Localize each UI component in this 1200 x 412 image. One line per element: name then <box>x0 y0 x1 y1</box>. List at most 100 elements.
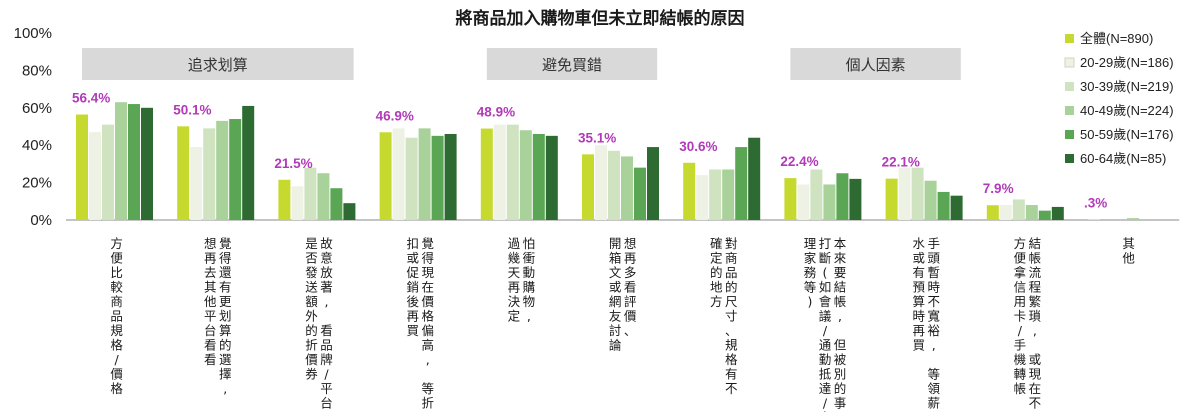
category-label-char: 有 <box>725 367 738 382</box>
category-label-char: 評 <box>624 294 637 309</box>
category-label-char: , <box>1033 323 1037 338</box>
category-label-char: 額 <box>305 294 318 309</box>
category-label-char: 等 <box>421 381 434 396</box>
bar <box>216 120 229 220</box>
category-label-char: 的 <box>834 381 847 396</box>
bar <box>595 145 607 220</box>
category-label-char: 台 <box>204 323 217 338</box>
category-label-char: 等 <box>927 367 940 382</box>
bar <box>532 133 545 220</box>
bar <box>1127 218 1139 220</box>
category-label-char: 定 <box>508 309 521 324</box>
category-label-char: 處 <box>819 410 832 412</box>
category-label-char: 繁 <box>1029 294 1042 309</box>
category-label-char: 算 <box>219 323 232 338</box>
bar <box>141 107 153 220</box>
bar <box>1051 206 1064 220</box>
category-label-char: 還 <box>219 265 232 280</box>
category-label-char: 品 <box>110 309 123 324</box>
category-label-char: 時 <box>912 309 925 324</box>
bar <box>937 191 950 220</box>
category-label-char: 但 <box>834 338 847 353</box>
category-label-char: 去 <box>204 265 217 280</box>
category-label-char: 再 <box>624 251 637 266</box>
category-label-char: 購 <box>523 280 536 295</box>
category-label-char: / <box>1018 323 1023 338</box>
bar <box>519 130 532 220</box>
category-label-char: 抵 <box>819 367 832 382</box>
data-label: 21.5% <box>274 156 312 171</box>
category-label-char: 的 <box>305 323 318 338</box>
bar <box>115 102 127 220</box>
bars <box>76 102 1139 220</box>
category-label-char: 結 <box>1029 236 1042 251</box>
category-label-char: 再 <box>204 251 217 266</box>
legend-label: 40-49歲(N=224) <box>1080 103 1174 118</box>
bar <box>748 137 761 220</box>
category-label-char: 理 <box>804 236 817 251</box>
category-label-char: 過 <box>508 236 521 251</box>
category-label-char: 放 <box>320 265 333 280</box>
category-label-char: 現 <box>421 265 434 280</box>
bar <box>480 128 493 220</box>
category-label-char: 拿 <box>1014 265 1027 280</box>
data-label: .3% <box>1084 195 1107 210</box>
category-label-char: , <box>527 309 531 324</box>
bar <box>986 205 999 220</box>
category-label-char: 方 <box>1014 236 1027 251</box>
data-label: 22.1% <box>882 155 920 170</box>
category-label-char: 議 <box>819 309 832 324</box>
category-label-char: 銷 <box>406 280 419 295</box>
bar <box>924 180 937 220</box>
category-label-char: 規 <box>725 338 738 353</box>
category-label-char: 尺 <box>725 294 738 309</box>
category-label-char: 決 <box>508 294 521 309</box>
category-label-char: 券 <box>305 367 318 382</box>
category-label-char: 薪 <box>927 396 940 411</box>
category-label-char: 看 <box>320 323 333 338</box>
category-label-char: 天 <box>508 265 521 280</box>
legend-label: 30-39歲(N=219) <box>1080 79 1174 94</box>
legend-label: 20-29歲(N=186) <box>1080 55 1174 70</box>
category-label-char: 他 <box>1122 251 1135 266</box>
bar <box>278 179 291 220</box>
category-label-char: , <box>838 309 842 324</box>
group-header-label: 追求划算 <box>188 56 248 74</box>
category-label-char: 發 <box>305 265 318 280</box>
category-label-char: 勤 <box>819 352 832 367</box>
category-label-char: 想 <box>624 236 637 251</box>
category-label-char: 高 <box>421 338 434 353</box>
bar <box>229 119 242 220</box>
bar <box>545 135 558 220</box>
category-label-char: 格 <box>725 352 738 367</box>
bar <box>911 167 924 220</box>
bar <box>89 132 101 220</box>
category-label-char: 牌 <box>320 352 333 367</box>
data-label: 46.9% <box>376 108 414 123</box>
bar <box>608 150 620 220</box>
data-label: 22.4% <box>780 154 818 169</box>
category-label-char: 其 <box>1122 236 1135 251</box>
category-label-char: 買 <box>406 323 419 338</box>
category-label-char: 規 <box>110 323 123 338</box>
category-label-char: 在 <box>421 280 434 295</box>
data-label: 7.9% <box>983 181 1014 196</box>
category-label-char: 著 <box>320 280 333 295</box>
bar <box>1038 210 1051 220</box>
bar <box>696 175 709 220</box>
category-label-char: 或 <box>1029 352 1042 367</box>
legend-swatch <box>1064 57 1075 68</box>
bar <box>1088 219 1100 220</box>
category-label-char: 被 <box>834 352 847 367</box>
bar <box>1012 199 1025 220</box>
bar <box>343 203 356 220</box>
legend-label: 60-64歲(N=85) <box>1080 151 1166 166</box>
group-header-label: 個人因素 <box>846 56 906 74</box>
category-label-char: 格 <box>110 381 123 396</box>
category-label-char: 後 <box>406 294 419 309</box>
category-label-char: 動 <box>523 265 536 280</box>
category-label-char: 通 <box>819 338 832 353</box>
category-label-char: 買 <box>912 338 925 353</box>
